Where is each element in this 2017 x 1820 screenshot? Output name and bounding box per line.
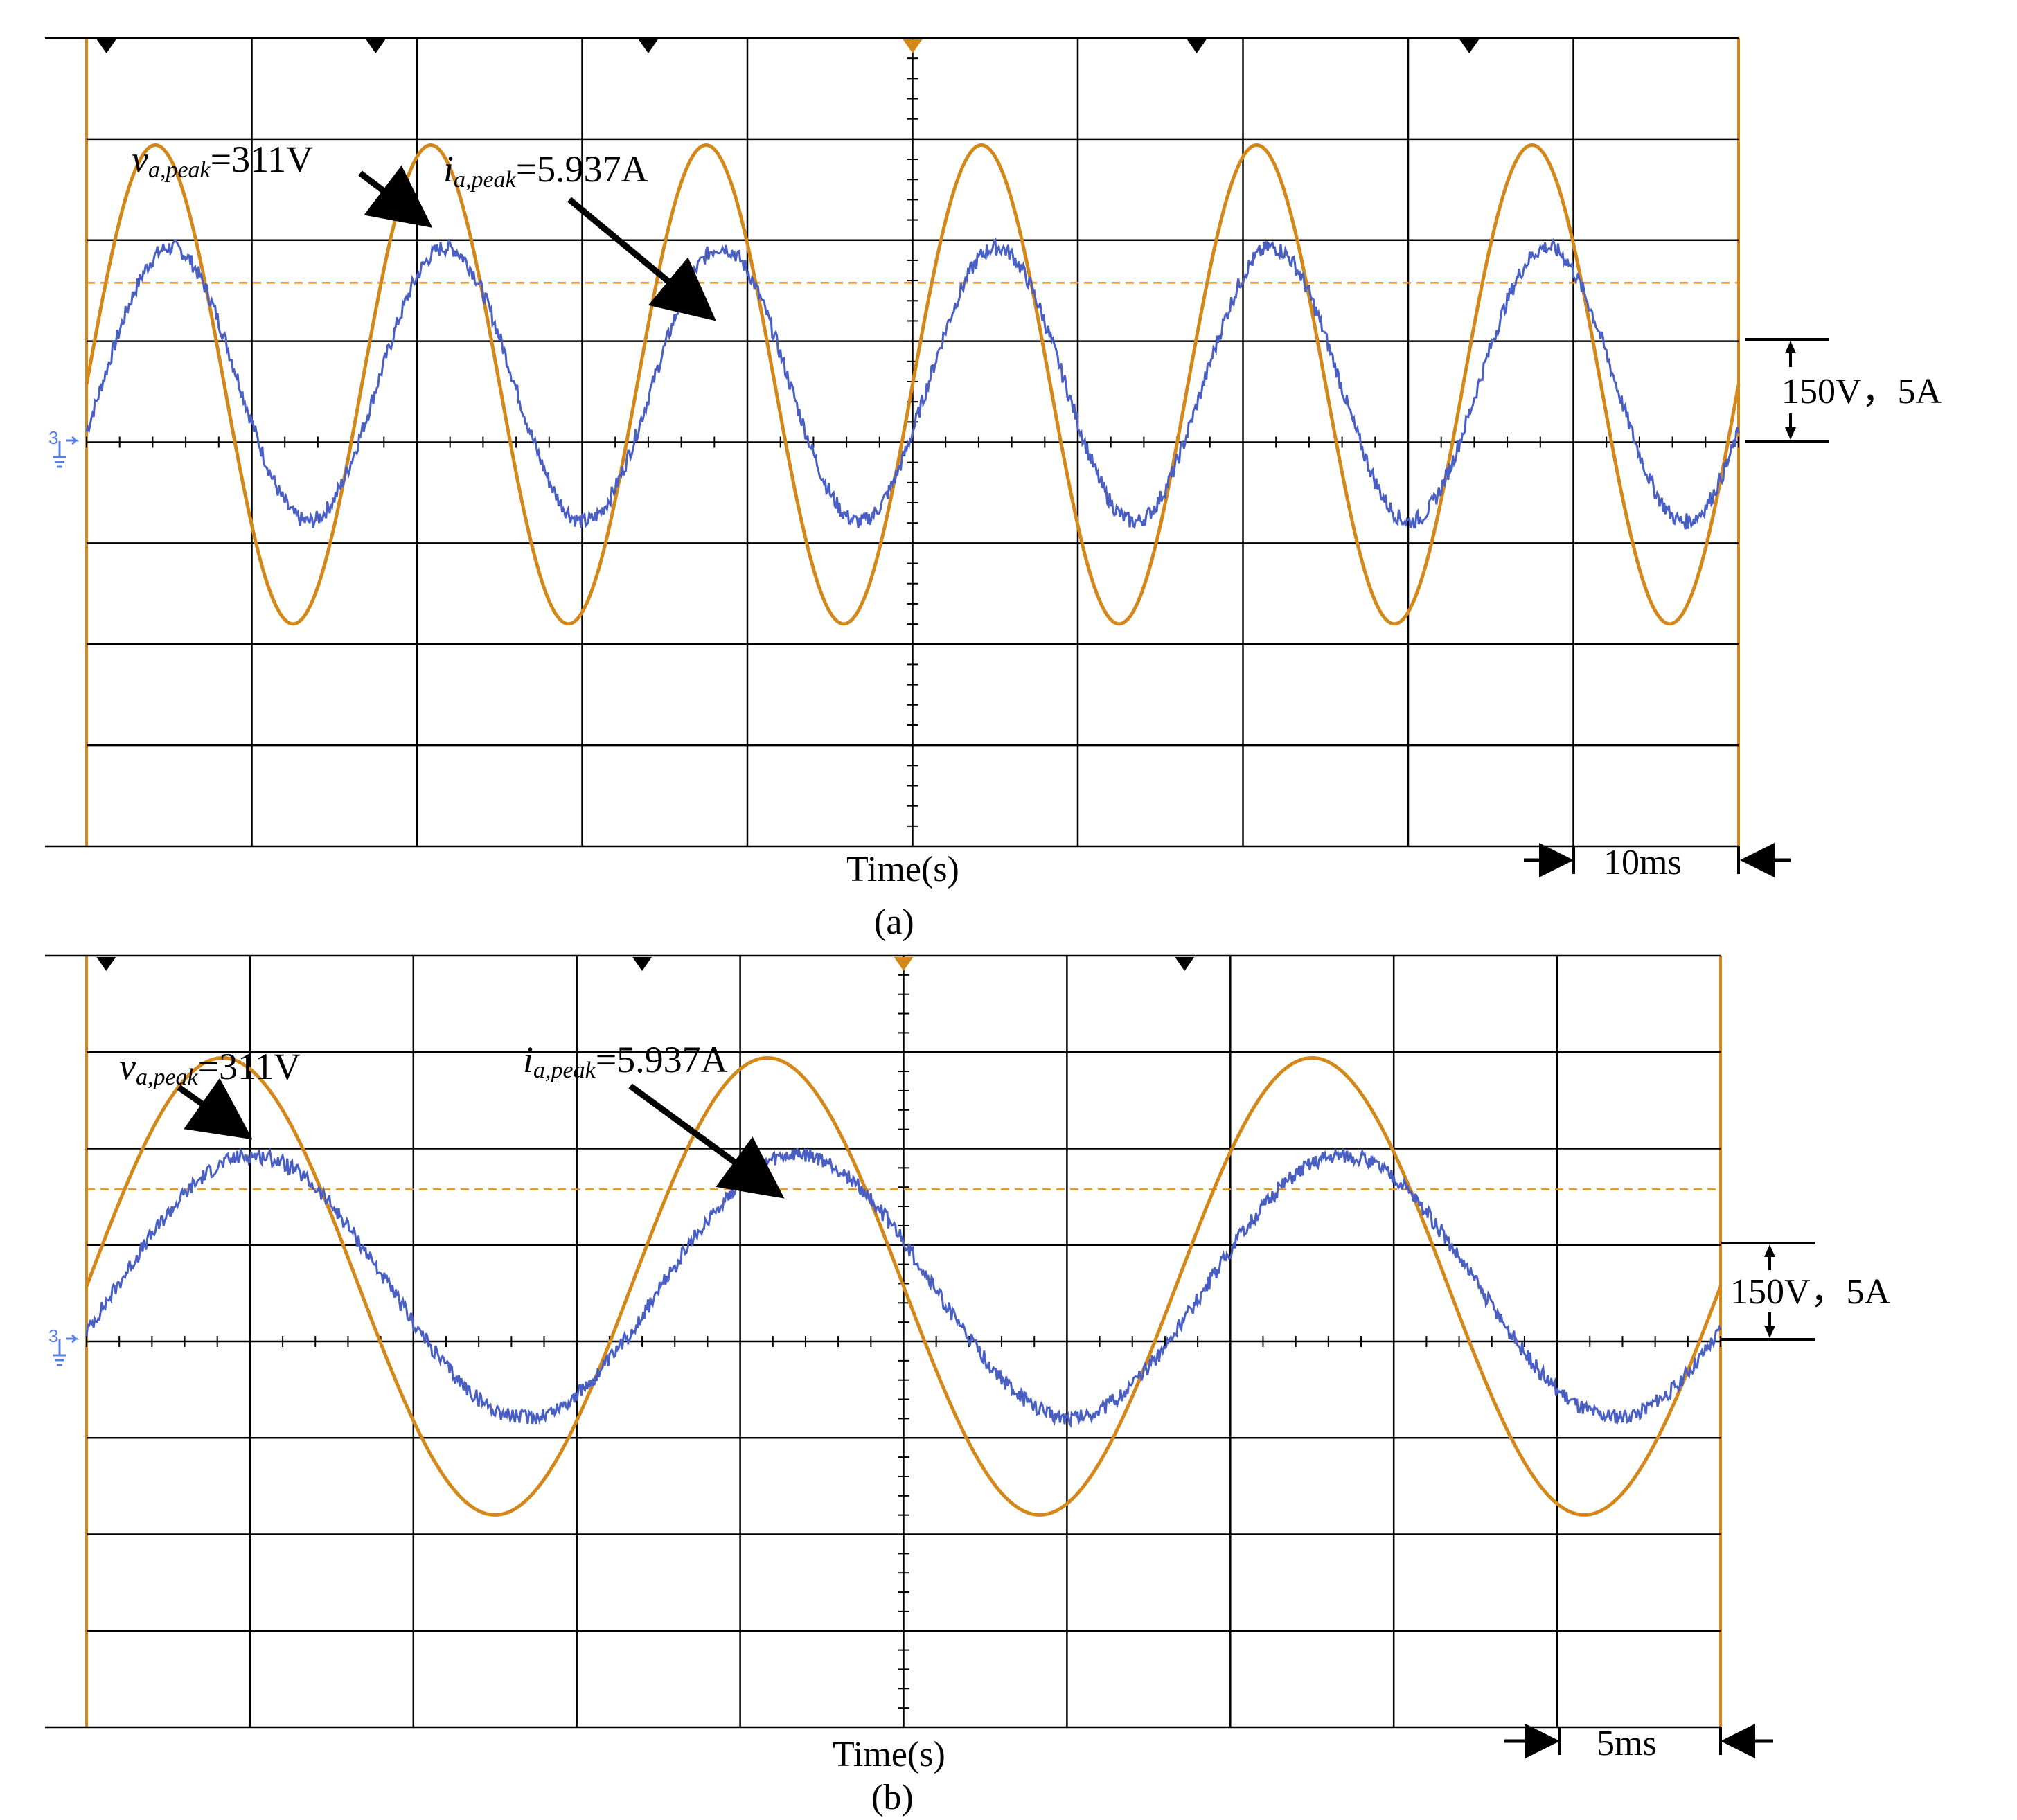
ground-icon <box>53 436 80 468</box>
vertical-scale-marker-a: 150V，5A <box>1745 338 1942 443</box>
trigger-marker <box>632 957 652 971</box>
x-axis-label-a: Time(s) <box>846 850 959 889</box>
trigger-marker <box>1175 957 1195 971</box>
channel-number-b: 3 <box>48 1326 58 1346</box>
trigger-marker <box>903 39 923 53</box>
trigger-marker <box>96 957 116 971</box>
channel-marker-b: 3 <box>48 1326 80 1366</box>
trigger-marker <box>366 39 386 53</box>
panel-b: 3 va,peak=311V ia,peak=5.937A 150V，5A 5m… <box>45 954 1891 1817</box>
scale-label-a: 150V，5A <box>1781 372 1942 411</box>
voltage-arrow-a <box>358 165 433 228</box>
trigger-marker <box>96 39 116 53</box>
panel-label-b: (b) <box>871 1778 914 1817</box>
voltage-arrow-b <box>177 1078 253 1140</box>
current-arrow-a <box>567 197 716 321</box>
trigger-marker <box>1187 39 1207 53</box>
time-scale-label-a: 10ms <box>1603 843 1682 882</box>
time-scale-marker-b: 5ms <box>1504 1724 1773 1763</box>
current-trace-b <box>85 1147 1722 1429</box>
current-arrow-b <box>628 1083 785 1199</box>
channel-marker-a: 3 <box>48 427 80 468</box>
current-annotation-a: ia,peak=5.937A <box>443 148 648 193</box>
x-axis-label-b: Time(s) <box>833 1735 945 1774</box>
ground-icon <box>53 1334 80 1366</box>
scale-label-b: 150V，5A <box>1730 1272 1891 1312</box>
trigger-marker <box>1459 39 1480 53</box>
voltage-trace-b <box>85 1056 1723 1517</box>
voltage-annotation-a: va,peak=311V <box>132 139 313 183</box>
time-scale-marker-a: 10ms <box>1524 843 1791 882</box>
scope-grid-b <box>45 954 1722 1729</box>
trigger-marker <box>638 39 658 53</box>
current-trace-a <box>85 238 1740 530</box>
current-annotation-b: ia,peak=5.937A <box>523 1039 728 1083</box>
vertical-scale-marker-b: 150V，5A <box>1721 1242 1891 1341</box>
scope-grid-a <box>45 37 1740 848</box>
panel-a: 3 va,peak=311V ia,peak=5.937A 150V，5A <box>45 37 1942 942</box>
time-scale-label-b: 5ms <box>1597 1724 1657 1763</box>
channel-number-a: 3 <box>48 427 58 448</box>
panel-label-a: (a) <box>874 902 914 942</box>
voltage-trace-a <box>85 143 1741 626</box>
trigger-marker <box>894 957 914 971</box>
